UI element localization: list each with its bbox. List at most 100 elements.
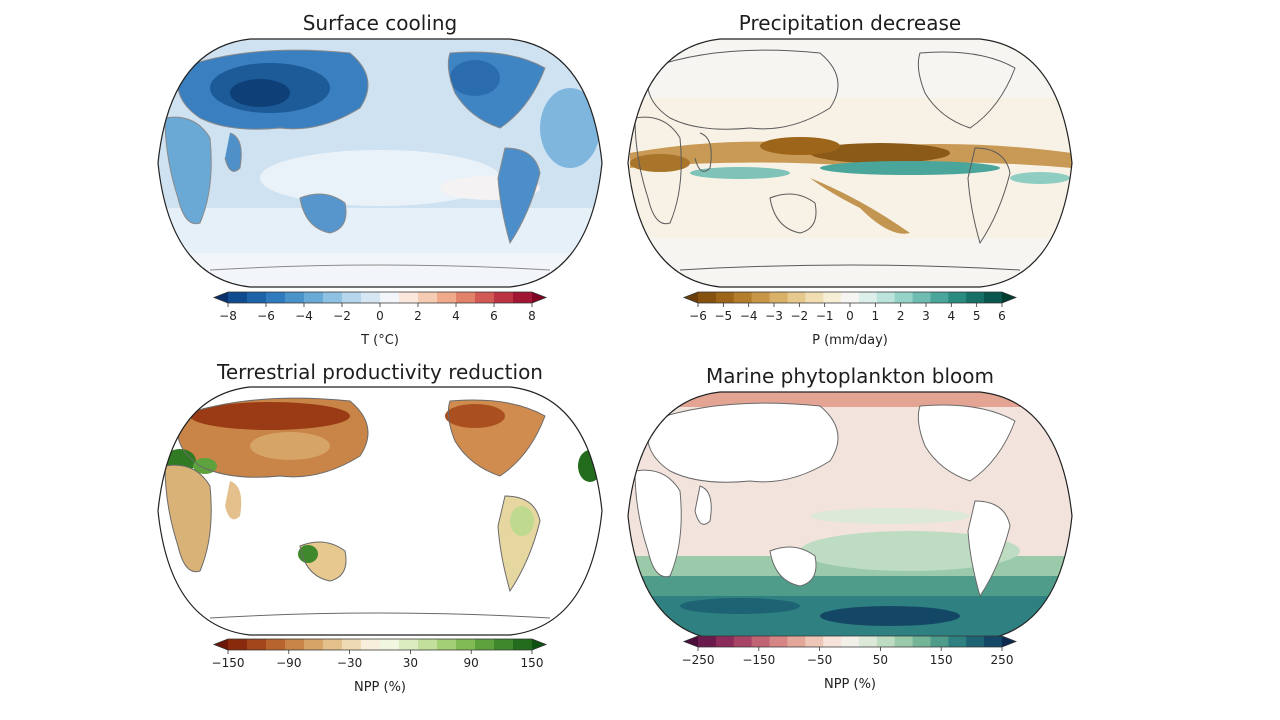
colorbar-swatch [456, 292, 476, 303]
colorbar-swatch [418, 292, 438, 303]
colorbar-swatch [966, 292, 985, 303]
colorbar-tick-label: −5 [714, 309, 732, 323]
colorbar-swatch [715, 636, 735, 647]
colorbar-swatches [212, 291, 548, 304]
colorbar-label: NPP (%) [353, 680, 407, 695]
colorbar-swatch [930, 636, 949, 647]
colorbar-tick-label: 0 [376, 309, 384, 323]
colorbar-swatch [323, 292, 343, 303]
colorbar-swatch [361, 292, 381, 303]
colorbar-swatch [805, 292, 824, 303]
colorbar-swatch [912, 636, 931, 647]
colorbar-swatch [733, 292, 753, 303]
colorbar-swatch [698, 636, 717, 647]
colorbar-swatch [513, 292, 533, 303]
colorbar-swatch [823, 292, 842, 303]
colorbar-swatches [682, 291, 1018, 304]
colorbar-swatch [787, 636, 806, 647]
colorbar-swatch [304, 292, 324, 303]
colorbar-swatch [437, 639, 457, 650]
colorbar: −150 −90 −30 30 90 150 [212, 638, 548, 670]
colorbar-extend-min [684, 636, 698, 647]
colorbar-swatch [475, 639, 495, 650]
colorbar-tick-label: 90 [464, 656, 479, 670]
colorbar-swatch [841, 636, 860, 647]
colorbar-swatch [342, 292, 362, 303]
colorbar-tick-label: −8 [219, 309, 237, 323]
colorbar-swatch [948, 292, 967, 303]
colorbar-swatch [361, 639, 381, 650]
colorbar-tick-label: −4 [295, 309, 313, 323]
colorbar-extend-min [214, 292, 228, 303]
colorbar-tick-label: 1 [872, 309, 880, 323]
colorbar-tick-label: −30 [337, 656, 362, 670]
panel-title: Marine phytoplankton bloom [706, 364, 994, 388]
colorbar-swatch [228, 292, 248, 303]
map-surface-cooling [157, 38, 603, 288]
colorbar-swatch [751, 636, 771, 647]
colorbar-tick-label: −150 [742, 653, 775, 667]
colorbar-swatch [285, 639, 305, 650]
colorbar-swatch [858, 636, 878, 647]
colorbar-ticks: −250 −150 −50 50 150 250 [682, 647, 1014, 667]
colorbar-swatch [984, 636, 1003, 647]
panel-title: Terrestrial productivity reduction [217, 360, 543, 384]
colorbar-swatch [894, 292, 914, 303]
colorbar-tick-label: 150 [521, 656, 544, 670]
colorbar-tick-label: 4 [452, 309, 460, 323]
colorbar-tick-label: 6 [998, 309, 1006, 323]
colorbar-tick-label: 250 [991, 653, 1014, 667]
colorbar-swatches [682, 635, 1018, 648]
colorbar-swatch [380, 639, 400, 650]
colorbar-tick-label: 0 [846, 309, 854, 323]
colorbar-tick-label: −250 [682, 653, 715, 667]
colorbar-swatch [930, 292, 949, 303]
map-precipitation-decrease [627, 38, 1073, 288]
colorbar-swatch [247, 292, 267, 303]
colorbar-swatch [894, 636, 914, 647]
colorbar-swatch [858, 292, 878, 303]
colorbar-extend-min [684, 292, 698, 303]
colorbar-extend-max [1002, 292, 1016, 303]
colorbar-tick-label: 8 [528, 309, 536, 323]
colorbar-swatch [399, 292, 419, 303]
colorbar-swatch [437, 292, 457, 303]
panel-terrestrial-productivity: Terrestrial productivity reduction [150, 358, 610, 708]
colorbar-tick-label: 4 [948, 309, 956, 323]
panel-title: Precipitation decrease [738, 11, 962, 35]
colorbar-swatch [876, 636, 896, 647]
colorbar-swatch [323, 639, 343, 650]
colorbar-tick-label: −2 [333, 309, 351, 323]
colorbar-tick-label: 3 [922, 309, 930, 323]
colorbar-tick-label: 5 [973, 309, 981, 323]
colorbar-swatch [948, 636, 967, 647]
colorbar-label: NPP (%) [823, 677, 877, 692]
colorbar-tick-label: 2 [414, 309, 422, 323]
colorbar-swatch [823, 636, 842, 647]
colorbar-extend-max [1002, 636, 1016, 647]
colorbar-swatch [285, 292, 305, 303]
colorbar-tick-label: −90 [276, 656, 301, 670]
colorbar-tick-label: −3 [765, 309, 783, 323]
colorbar-tick-label: −4 [740, 309, 758, 323]
colorbar-swatches [212, 638, 548, 651]
colorbar-swatch [787, 292, 806, 303]
colorbar-tick-label: 150 [930, 653, 953, 667]
colorbar-swatch [342, 639, 362, 650]
colorbar-swatch [715, 292, 735, 303]
colorbar: −8 −6 −4 −2 0 2 4 6 8 [212, 291, 548, 323]
panel-title: Surface cooling [302, 11, 458, 35]
colorbar-ticks: −8 −6 −4 −2 0 2 4 6 8 [219, 303, 536, 323]
colorbar-swatch [966, 636, 985, 647]
map-marine-phytoplankton [627, 391, 1073, 641]
colorbar-swatch [456, 639, 476, 650]
colorbar-swatch [418, 639, 438, 650]
panel-surface-cooling: Surface cooling [150, 8, 610, 358]
colorbar-swatch [494, 639, 514, 650]
colorbar-swatch [984, 292, 1003, 303]
colorbar-swatch [304, 639, 324, 650]
colorbar-tick-label: −6 [257, 309, 275, 323]
colorbar-swatch [698, 292, 717, 303]
colorbar-tick-label: −2 [790, 309, 808, 323]
panel-marine-phytoplankton: Marine phytoplankton bloom [620, 358, 1080, 708]
